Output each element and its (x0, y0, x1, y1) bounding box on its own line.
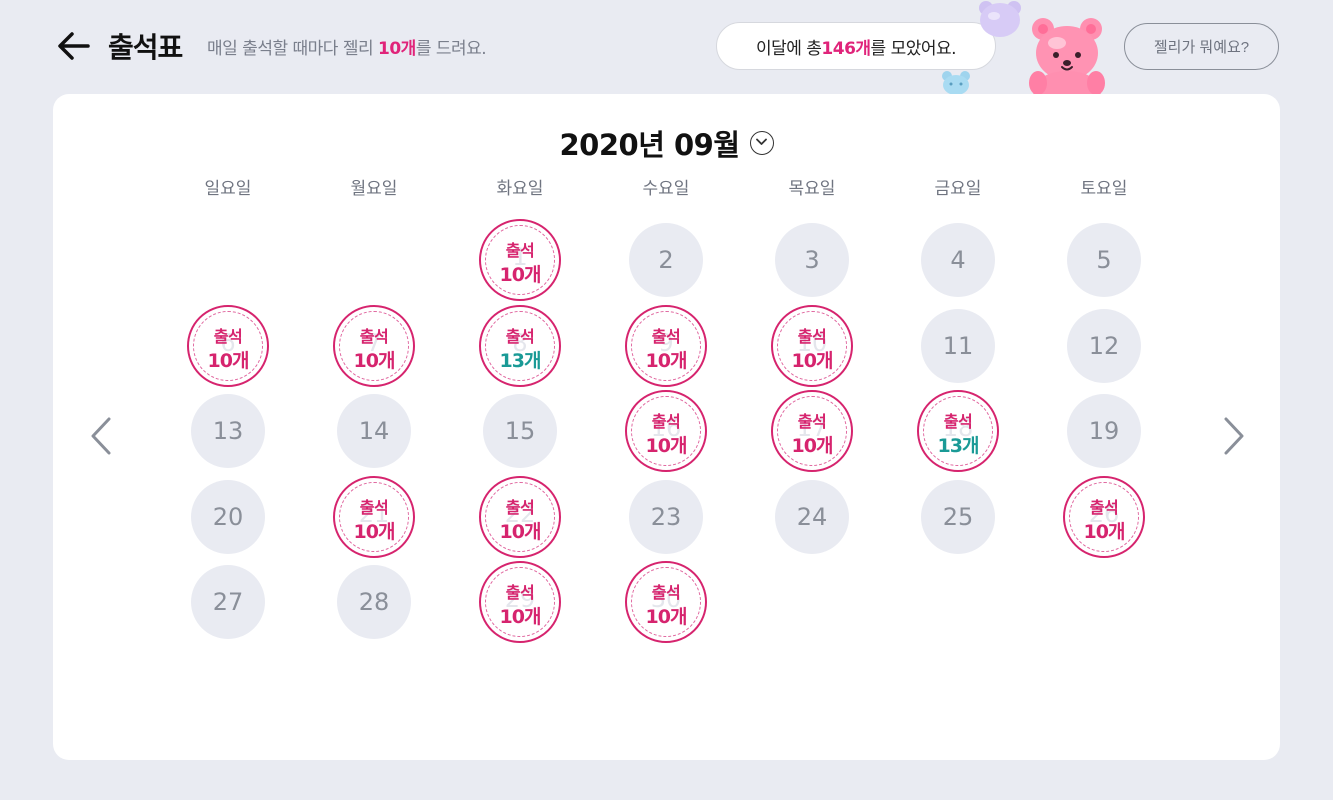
attendance-stamp-day-1: 1 출석 10개 (479, 219, 561, 301)
calendar-day-4: 4 (921, 223, 995, 297)
attendance-stamp-day-26: 26 출석 10개 (1063, 475, 1145, 558)
back-button[interactable] (54, 26, 94, 66)
pink-jelly-bear-icon (1029, 18, 1105, 97)
attendance-stamp-day-10: 10 출석 10개 (771, 304, 853, 387)
chevron-left-icon (91, 417, 111, 455)
stamp-reward: 10개 (645, 435, 688, 457)
stamp-reward: 10개 (791, 435, 834, 457)
stamp-label: 출석 (651, 326, 681, 346)
stamp-label: 출석 (797, 412, 827, 431)
monthly-total-bubble: 이달에 총 146개 를 모았어요. (716, 22, 996, 70)
stamp-reward: 10개 (353, 520, 396, 543)
stamp-reward: 10개 (207, 349, 250, 372)
stamp-label: 출석 (505, 497, 535, 517)
weekday-label: 토요일 (1080, 179, 1128, 199)
prev-month-button[interactable] (87, 416, 115, 456)
stamp-label: 출석 (651, 412, 681, 431)
calendar-day-15: 15 (483, 394, 557, 468)
stamp-reward: 10개 (353, 349, 396, 372)
attendance-stamp-day-9: 9 출석 10개 (625, 304, 707, 387)
stamp-reward: 13개 (499, 349, 542, 372)
calendar-day-14: 14 (337, 394, 411, 468)
stamp-label: 출석 (505, 583, 535, 602)
attendance-stamp-day-17: 17 출석 10개 (771, 390, 853, 472)
attendance-stamp-day-8: 8 출석 13개 (479, 304, 561, 387)
weekday-label: 금요일 (934, 179, 982, 199)
stamp-reward: 10개 (499, 520, 542, 543)
daily-reward-highlight: 10개 (378, 39, 416, 59)
month-label: 2020년 09월 (559, 128, 740, 162)
calendar-day-13: 13 (191, 394, 265, 468)
month-selector[interactable]: 2020년 09월 (53, 122, 1280, 164)
calendar-day-19: 19 (1067, 394, 1141, 468)
weekday-label: 일요일 (204, 179, 252, 199)
attendance-calendar-card: 2020년 09월 일요일 월요일 화요일 수요일 목요일 금요일 토요일 1 출석 10개 2 3… (53, 94, 1280, 760)
attendance-stamp-day-22: 22 출석 10개 (479, 475, 561, 558)
stamp-reward: 10개 (499, 264, 542, 286)
stamp-label: 출석 (505, 241, 535, 260)
page-subtitle: 매일 출석할 때마다 젤리 10개를 드려요. (207, 39, 487, 59)
chevron-right-icon (1224, 417, 1244, 455)
calendar-day-27: 27 (191, 565, 265, 639)
calendar-day-5: 5 (1067, 223, 1141, 297)
stamp-label: 출석 (651, 583, 681, 602)
stamp-label: 출석 (213, 326, 243, 346)
arrow-left-icon (58, 32, 90, 60)
stamp-label: 출석 (359, 326, 389, 346)
attendance-stamp-day-16: 16 출석 10개 (625, 390, 707, 472)
weekday-label: 목요일 (788, 179, 836, 199)
stamp-reward: 10개 (645, 606, 688, 628)
attendance-stamp-day-30: 30 출석 10개 (625, 561, 707, 643)
attendance-stamp-day-6: 6 출석 10개 (187, 304, 269, 387)
calendar-day-2: 2 (629, 223, 703, 297)
stamp-label: 출석 (359, 497, 389, 517)
stamp-reward: 10개 (1083, 520, 1126, 543)
calendar-day-12: 12 (1067, 308, 1141, 383)
monthly-total-value: 146개 (821, 38, 871, 59)
stamp-reward: 10개 (499, 606, 542, 628)
calendar-day-3: 3 (775, 223, 849, 297)
attendance-stamp-day-29: 29 출석 10개 (479, 561, 561, 643)
stamp-label: 출석 (1089, 497, 1119, 517)
calendar-day-28: 28 (337, 565, 411, 639)
calendar-day-11: 11 (921, 308, 995, 383)
stamp-label: 출석 (505, 326, 535, 346)
chevron-down-icon[interactable] (749, 131, 774, 155)
stamp-reward: 10개 (791, 349, 834, 372)
calendar-day-25: 25 (921, 479, 995, 554)
jelly-help-button[interactable]: 젤리가 뭐예요? (1124, 23, 1279, 70)
stamp-label: 출석 (943, 412, 973, 431)
weekday-label: 수요일 (642, 179, 690, 199)
calendar-day-24: 24 (775, 479, 849, 554)
calendar-day-23: 23 (629, 479, 703, 554)
attendance-stamp-day-7: 7 출석 10개 (333, 304, 415, 387)
calendar-day-20: 20 (191, 479, 265, 554)
attendance-stamp-day-21: 21 출석 10개 (333, 475, 415, 558)
stamp-reward: 10개 (645, 349, 688, 372)
stamp-reward: 13개 (937, 435, 980, 457)
blue-jelly-bear-icon (942, 71, 970, 95)
weekday-label: 화요일 (496, 179, 544, 199)
page-title: 출석표 (108, 31, 183, 64)
purple-jelly-bear-icon (979, 1, 1021, 37)
next-month-button[interactable] (1220, 416, 1248, 456)
attendance-stamp-day-18: 18 출석 13개 (917, 390, 999, 472)
stamp-label: 출석 (797, 326, 827, 346)
weekday-label: 월요일 (350, 179, 398, 199)
